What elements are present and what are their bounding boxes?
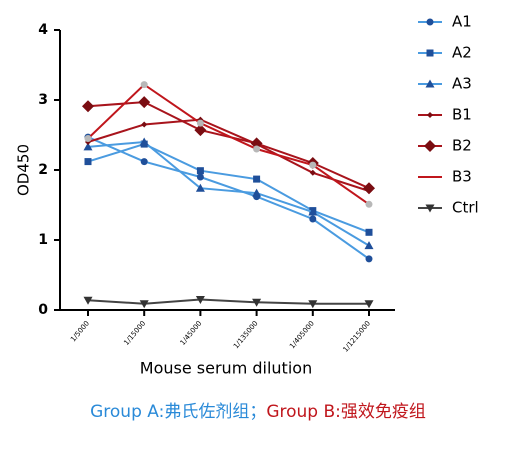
caption-part: Group A:弗氏佐剂组； xyxy=(90,402,266,422)
x-tick-label: 1/1215000 xyxy=(342,319,373,353)
marker xyxy=(252,298,262,307)
series-line xyxy=(87,83,370,206)
series-line xyxy=(87,136,370,260)
legend-label: B2 xyxy=(452,137,472,155)
y-tick-label: 4 xyxy=(38,22,48,38)
y-tick-label: 0 xyxy=(38,302,48,318)
y-tick-label: 3 xyxy=(38,92,48,108)
marker xyxy=(139,300,149,309)
marker xyxy=(365,228,373,236)
marker xyxy=(364,241,374,250)
legend-label: A3 xyxy=(452,75,472,93)
x-tick-label: 1/405000 xyxy=(288,319,316,350)
legend-marker xyxy=(426,49,434,57)
marker xyxy=(364,300,374,309)
series-line xyxy=(87,298,369,305)
marker xyxy=(83,296,93,305)
x-axis-label: Mouse serum dilution xyxy=(140,359,312,378)
marker xyxy=(195,183,205,192)
marker xyxy=(309,215,317,223)
x-tick-label: 1/5000 xyxy=(69,319,91,343)
marker xyxy=(196,167,204,175)
marker xyxy=(253,175,261,183)
marker xyxy=(365,200,373,208)
marker xyxy=(250,137,263,150)
x-tick-label: 1/135000 xyxy=(232,319,260,350)
marker xyxy=(140,158,148,166)
y-tick-label: 2 xyxy=(38,162,48,178)
legend-label: Ctrl xyxy=(452,199,479,217)
caption-part: Group B:强效免疫组 xyxy=(266,402,426,422)
marker xyxy=(84,135,92,142)
marker xyxy=(309,169,316,176)
marker xyxy=(309,161,317,169)
legend-label: B3 xyxy=(452,168,472,186)
legend-label: A1 xyxy=(452,13,472,31)
x-tick-label: 1/15000 xyxy=(122,319,147,346)
y-axis-label: OD450 xyxy=(15,144,33,196)
marker xyxy=(82,100,94,113)
marker xyxy=(365,255,373,263)
y-tick-label: 1 xyxy=(38,232,48,248)
legend-marker xyxy=(426,18,434,26)
marker xyxy=(83,142,93,151)
legend-marker xyxy=(424,140,436,152)
marker xyxy=(308,207,318,216)
marker xyxy=(84,158,92,166)
marker xyxy=(194,124,207,137)
marker xyxy=(308,300,318,309)
marker xyxy=(141,121,148,128)
marker xyxy=(253,145,261,153)
legend-label: B1 xyxy=(452,106,472,124)
marker xyxy=(138,96,151,109)
marker xyxy=(196,173,204,181)
marker xyxy=(363,182,375,195)
series-line xyxy=(87,140,370,247)
legend-label: A2 xyxy=(452,44,472,62)
marker xyxy=(196,119,204,127)
x-tick-label: 1/45000 xyxy=(179,319,204,346)
marker xyxy=(252,188,262,197)
legend-marker xyxy=(425,79,435,88)
series-line xyxy=(87,118,370,192)
marker xyxy=(139,137,149,146)
legend-marker xyxy=(425,204,435,213)
caption: Group A:弗氏佐剂组；Group B:强效免疫组 xyxy=(90,402,426,422)
marker xyxy=(195,296,205,304)
legend-marker xyxy=(427,112,433,118)
marker xyxy=(140,81,148,89)
series-line xyxy=(87,143,370,234)
